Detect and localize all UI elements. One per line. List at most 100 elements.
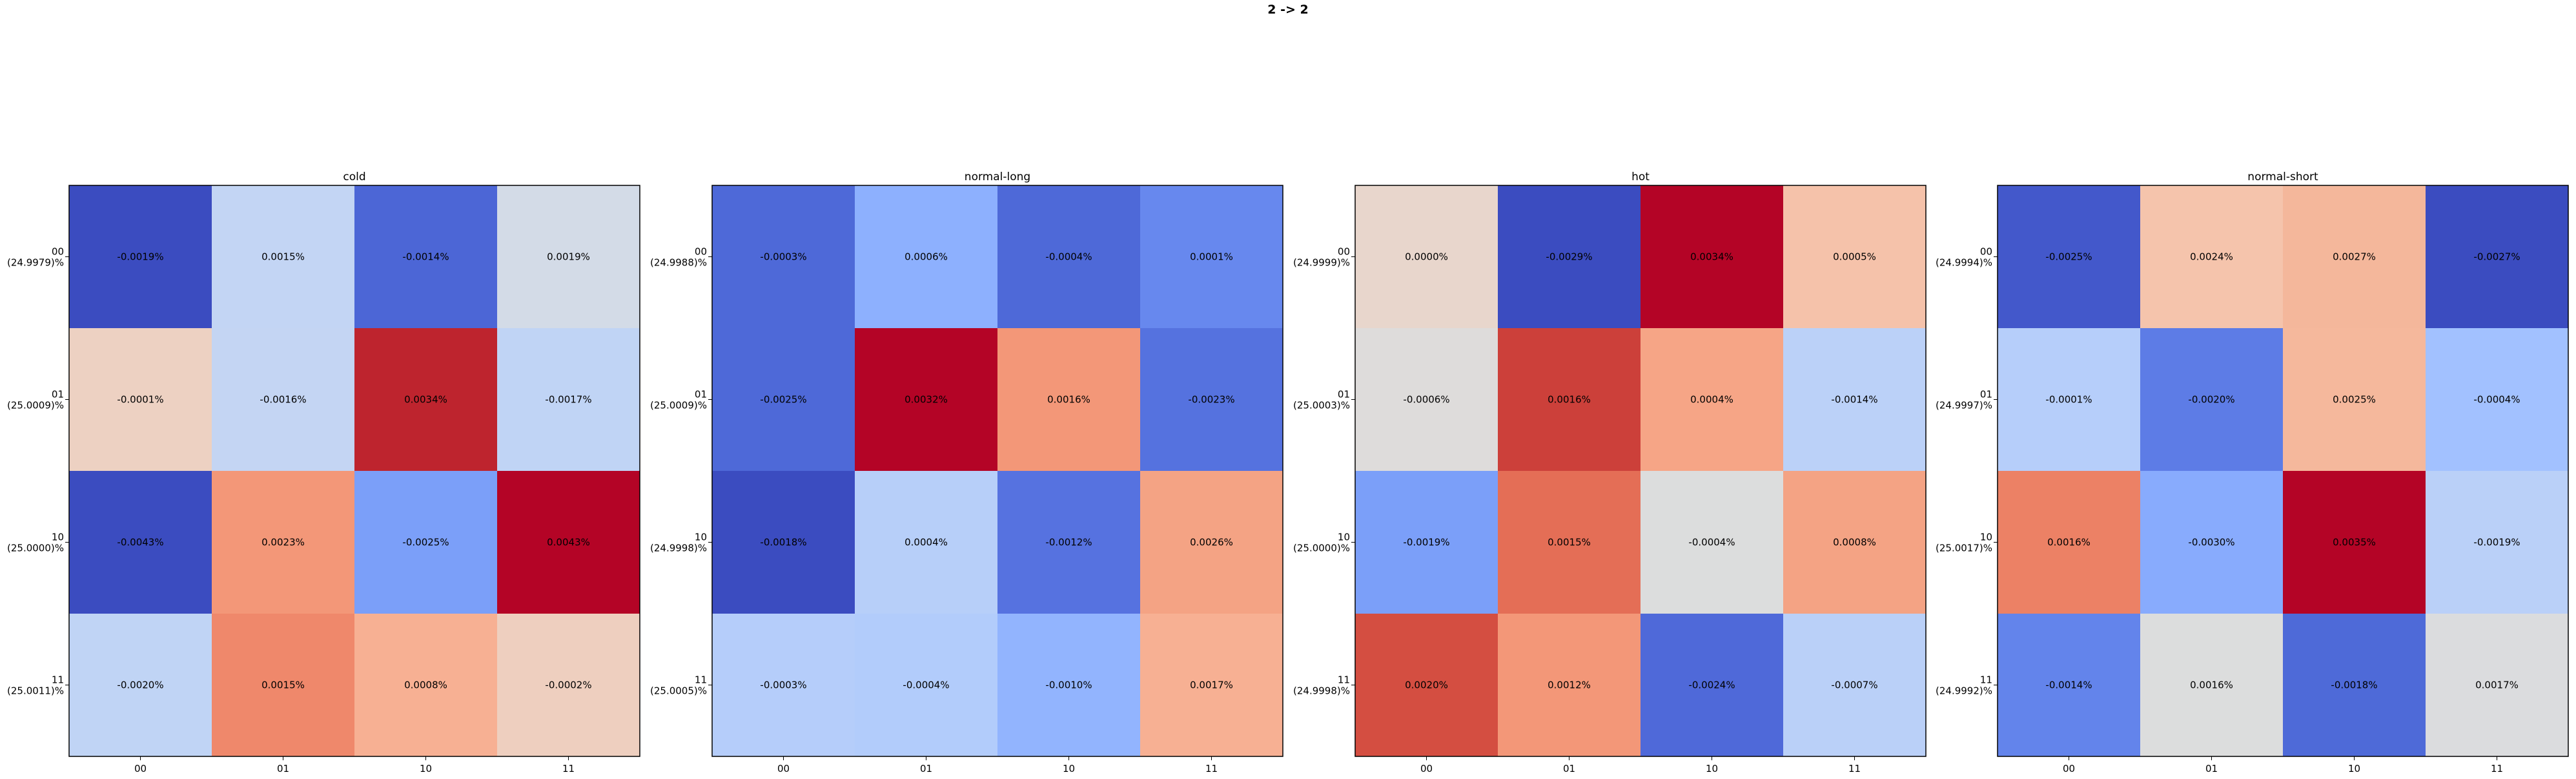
y-tick-label-line: (25.0009)%	[7, 400, 64, 411]
x-tick-label: 11	[2491, 763, 2503, 774]
cell-value-label: -0.0020%	[2188, 394, 2234, 406]
cell-value-label: -0.0027%	[2473, 251, 2520, 263]
heatmap-cell	[1998, 471, 2141, 614]
cell-value-label: -0.0007%	[1831, 680, 1877, 691]
y-tick-label-line: (24.9979)%	[7, 257, 64, 269]
cell-value-label: -0.0019%	[2473, 537, 2520, 548]
cell-value-label: -0.0023%	[1188, 394, 1234, 406]
x-tick-label: 01	[920, 763, 932, 774]
y-tick-label: 11 (24.9998)%	[1293, 674, 1350, 697]
panel-title: normal-long	[965, 171, 1030, 183]
x-tick-label: 00	[1420, 763, 1433, 774]
heatmap-cell	[1355, 185, 1498, 329]
cell-value-label: -0.0003%	[760, 251, 806, 263]
heatmap-cell	[69, 471, 212, 614]
heatmap-cold: cold -0.0019% 0.0015% -0.0014% 0.0019% -0.000…	[7, 171, 640, 774]
heatmap-cell	[1641, 471, 1784, 614]
y-tick-label-line: (25.0000)%	[7, 543, 64, 554]
heatmap-cell	[69, 614, 212, 757]
cell-value-label: -0.0016%	[260, 394, 306, 406]
cell-value-label: -0.0014%	[402, 251, 449, 263]
y-tick-label-line: 00	[695, 246, 707, 258]
y-tick-label-line: 11	[695, 674, 707, 686]
axes-frame	[1997, 185, 2569, 757]
heatmap-cell	[1783, 185, 1927, 329]
axes-frame	[1354, 185, 1927, 757]
cell-value-label: 0.0025%	[2333, 394, 2376, 406]
cell-value-label: 0.0005%	[1833, 251, 1876, 263]
cell-value-label: -0.0014%	[1831, 394, 1877, 406]
y-tick-label-line: (24.9994)%	[1936, 257, 1992, 269]
y-tick-label: 01 (24.9997)%	[1936, 389, 1992, 411]
cell-value-label: -0.0001%	[117, 394, 163, 406]
cell-value-label: -0.0012%	[1045, 537, 1092, 548]
cell-value-label: -0.0006%	[1403, 394, 1449, 406]
panel-title: normal-short	[2247, 171, 2318, 183]
y-tick-label: 00 (24.9988)%	[650, 246, 707, 269]
y-tick-label-line: (24.9999)%	[1293, 257, 1350, 269]
heatmap-cell	[69, 185, 212, 329]
heatmap-cell	[1783, 614, 1927, 757]
y-tick-label-line: 01	[52, 389, 64, 400]
cell-value-label: 0.0004%	[1690, 394, 1733, 406]
cell-value-label: -0.0001%	[2045, 394, 2092, 406]
heatmap-cell	[1140, 328, 1283, 472]
heatmap-cell	[2140, 328, 2284, 472]
y-tick-label-line: 10	[1980, 532, 1992, 543]
heatmap-cell	[212, 328, 355, 472]
heatmap-cell	[497, 185, 640, 329]
y-tick-label: 10 (25.0017)%	[1936, 532, 1992, 554]
heatmap-cell	[1498, 185, 1641, 329]
heatmap-cell	[69, 328, 212, 472]
heatmap-cell	[997, 328, 1141, 472]
heatmap-cell	[1783, 471, 1927, 614]
cell-value-label: 0.0015%	[1548, 537, 1591, 548]
cell-value-label: -0.0018%	[760, 537, 806, 548]
cell-value-label: -0.0025%	[760, 394, 806, 406]
heatmap-cell	[497, 614, 640, 757]
y-tick-label-line: (25.0011)%	[7, 685, 64, 697]
heatmap-cell	[354, 471, 498, 614]
y-tick-label-line: (25.0000)%	[1293, 543, 1350, 554]
cell-value-label: 0.0019%	[547, 251, 590, 263]
cell-value-label: -0.0025%	[402, 537, 449, 548]
heatmap-cell	[2140, 614, 2284, 757]
y-tick-label-line: 11	[1980, 674, 1992, 686]
cell-value-label: -0.0043%	[117, 537, 163, 548]
y-tick-label-line: 11	[1338, 674, 1350, 686]
heatmap-cell	[855, 471, 998, 614]
cell-value-label: 0.0012%	[1548, 680, 1591, 691]
cell-value-label: -0.0002%	[545, 680, 591, 691]
y-tick-label-line: (24.9988)%	[650, 257, 707, 269]
y-tick-label-line: (24.9997)%	[1936, 400, 1992, 411]
cell-value-label: 0.0016%	[1548, 394, 1591, 406]
y-tick-label-line: (24.9992)%	[1936, 685, 1992, 697]
heatmap-cell	[497, 328, 640, 472]
heatmap-cell	[1641, 614, 1784, 757]
axes-frame	[68, 185, 640, 757]
x-tick-label: 11	[562, 763, 575, 774]
cell-value-label: 0.0027%	[2333, 251, 2376, 263]
y-tick-label: 01 (25.0009)%	[7, 389, 64, 411]
x-tick-label: 01	[1563, 763, 1575, 774]
y-tick-label: 10 (25.0000)%	[7, 532, 64, 554]
y-tick-label: 11 (25.0005)%	[650, 674, 707, 697]
cell-value-label: 0.0017%	[2475, 680, 2519, 691]
heatmap-cell	[2140, 471, 2284, 614]
cell-value-label: 0.0026%	[1190, 537, 1233, 548]
heatmap-cell	[855, 185, 998, 329]
cell-value-label: 0.0020%	[1405, 680, 1448, 691]
cell-value-label: 0.0043%	[547, 537, 590, 548]
heatmap-cell	[1140, 614, 1283, 757]
cell-value-label: 0.0008%	[404, 680, 447, 691]
heatmap-cell	[2426, 614, 2569, 757]
heatmap-cell	[1641, 185, 1784, 329]
x-tick-label: 11	[1848, 763, 1861, 774]
x-tick-label: 01	[277, 763, 289, 774]
y-tick-label: 00 (24.9994)%	[1936, 246, 1992, 269]
x-tick-label: 10	[1706, 763, 1718, 774]
heatmap-cell	[997, 614, 1141, 757]
axes-frame	[711, 185, 1283, 757]
cell-value-label: 0.0004%	[905, 537, 948, 548]
heatmap-cell	[712, 471, 855, 614]
